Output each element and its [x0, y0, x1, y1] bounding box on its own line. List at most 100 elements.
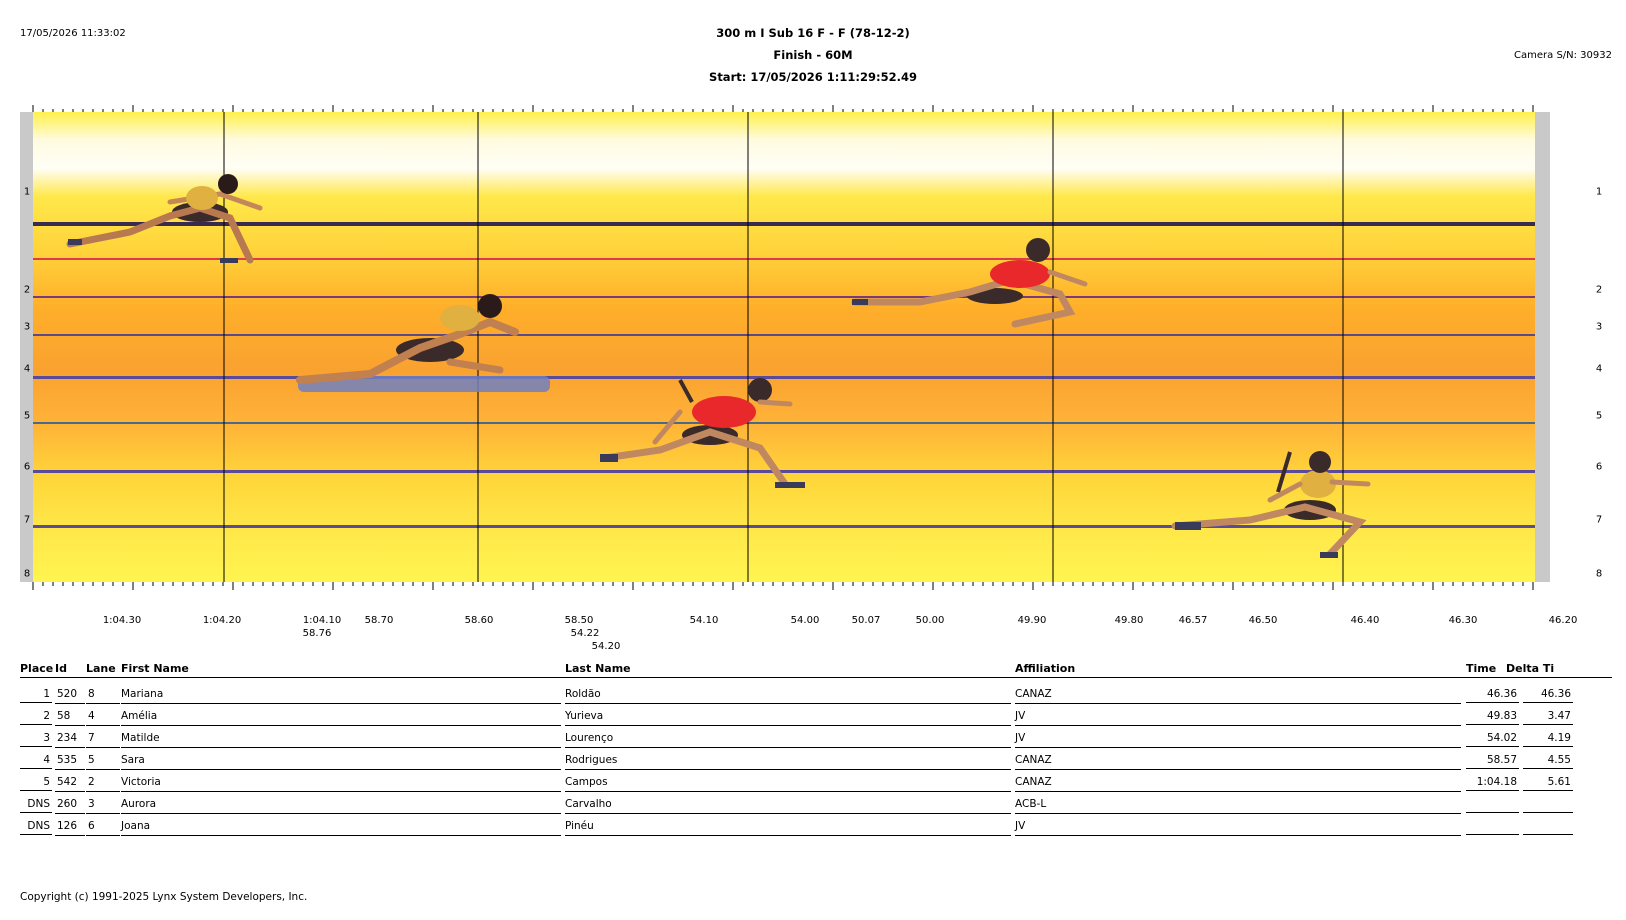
event-title: 300 m I Sub 16 F - F (78-12-2) — [716, 26, 910, 40]
time-label: 46.50 — [1248, 615, 1278, 626]
track-background — [33, 112, 1535, 582]
cell-last: Rodrigues — [565, 752, 1011, 770]
table-row: 2 58 4 Amélia Yurieva JV 49.83 3.47 — [20, 708, 1612, 730]
cell-time: 54.02 — [1466, 730, 1519, 747]
cell-last: Carvalho — [565, 796, 1011, 814]
lane-label-right-5: 5 — [1595, 410, 1603, 422]
cell-id: 234 — [55, 730, 85, 748]
photo-finish-image — [20, 112, 1606, 605]
table-row: DNS 126 6 Joana Pinéu JV — [20, 818, 1612, 840]
table-row: 1 520 8 Mariana Roldão CANAZ 46.36 46.36 — [20, 686, 1612, 708]
table-row: DNS 260 3 Aurora Carvalho ACB-L — [20, 796, 1612, 818]
cell-delta — [1523, 818, 1573, 835]
time-label: 49.80 — [1114, 615, 1144, 626]
lane-label-left-7: 7 — [23, 514, 31, 526]
lane-label-left-6: 6 — [23, 461, 31, 473]
header-delta-time: Delta Ti — [1506, 662, 1555, 675]
cell-delta — [1523, 796, 1573, 813]
time-label: 46.57 — [1178, 615, 1208, 626]
time-label: 58.60 — [464, 615, 494, 626]
time-label: 1:04.10 — [302, 615, 342, 626]
runner-lane-8 — [1171, 451, 1371, 558]
lane-label-right-6: 6 — [1595, 461, 1603, 473]
table-header: Place Id Lane First Name Last Name Affil… — [20, 660, 1612, 682]
bottom-tick-ruler — [32, 582, 1534, 590]
cell-lane: 7 — [86, 730, 120, 748]
cell-place: 2 — [20, 708, 52, 725]
cell-place: DNS — [20, 796, 52, 813]
start-label: Start: 17/05/2026 1:11:29:52.49 — [709, 70, 917, 84]
cell-id: 126 — [55, 818, 85, 836]
cell-place: 3 — [20, 730, 52, 747]
cell-time: 1:04.18 — [1466, 774, 1519, 791]
runner-lane-2 — [851, 238, 1088, 328]
table-row: 4 535 5 Sara Rodrigues CANAZ 58.57 4.55 — [20, 752, 1612, 774]
lane-label-right-2: 2 — [1595, 284, 1603, 296]
time-label: 58.70 — [364, 615, 394, 626]
lane-label-left-4: 4 — [23, 363, 31, 375]
cell-affiliation: JV — [1015, 818, 1461, 836]
runner-lane-4 — [296, 294, 550, 392]
cell-time: 49.83 — [1466, 708, 1519, 725]
table-row: 3 234 7 Matilde Lourenço JV 54.02 4.19 — [20, 730, 1612, 752]
cell-delta: 46.36 — [1523, 686, 1573, 703]
right-lane-panel — [1535, 112, 1550, 582]
cell-lane: 2 — [86, 774, 120, 792]
cell-first: Joana — [121, 818, 561, 836]
cell-first: Matilde — [121, 730, 561, 748]
time-label: 50.00 — [915, 615, 945, 626]
cell-affiliation: CANAZ — [1015, 686, 1461, 704]
time-label: 58.76 — [302, 628, 332, 639]
top-tick-ruler — [32, 105, 1534, 112]
finish-label: Finish - 60M — [773, 48, 853, 62]
table-row: 5 542 2 Victoria Campos CANAZ 1:04.18 5.61 — [20, 774, 1612, 796]
cell-affiliation: CANAZ — [1015, 774, 1461, 792]
cell-place: DNS — [20, 818, 52, 835]
cell-affiliation: ACB-L — [1015, 796, 1461, 814]
cell-time — [1466, 796, 1519, 813]
header-affiliation: Affiliation — [1015, 662, 1076, 675]
time-label: 58.50 — [564, 615, 594, 626]
lane-label-left-8: 8 — [23, 568, 31, 580]
header-id: Id — [55, 662, 67, 675]
lane-lines — [33, 222, 1535, 528]
lane-label-left-2: 2 — [23, 284, 31, 296]
cell-first: Sara — [121, 752, 561, 770]
lane-label-right-7: 7 — [1595, 514, 1603, 526]
cell-lane: 5 — [86, 752, 120, 770]
cell-id: 520 — [55, 686, 85, 704]
cell-affiliation: JV — [1015, 730, 1461, 748]
cell-id: 260 — [55, 796, 85, 814]
cell-affiliation: JV — [1015, 708, 1461, 726]
cell-lane: 6 — [86, 818, 120, 836]
cell-id: 542 — [55, 774, 85, 792]
lane-label-right-8: 8 — [1595, 568, 1603, 580]
header-first-name: First Name — [121, 662, 189, 675]
cell-lane: 4 — [86, 708, 120, 726]
time-label: 46.30 — [1448, 615, 1478, 626]
cell-delta: 4.19 — [1523, 730, 1573, 747]
cell-last: Roldão — [565, 686, 1011, 704]
cell-delta: 4.55 — [1523, 752, 1573, 769]
cell-delta: 3.47 — [1523, 708, 1573, 725]
cell-first: Amélia — [121, 708, 561, 726]
cell-place: 1 — [20, 686, 52, 703]
cell-affiliation: CANAZ — [1015, 752, 1461, 770]
header-lane: Lane — [86, 662, 116, 675]
cell-last: Campos — [565, 774, 1011, 792]
lane-label-left-5: 5 — [23, 410, 31, 422]
time-label: 46.20 — [1548, 615, 1578, 626]
cell-first: Victoria — [121, 774, 561, 792]
time-label: 54.22 — [570, 628, 600, 639]
cell-time: 58.57 — [1466, 752, 1519, 769]
time-label: 54.10 — [689, 615, 719, 626]
time-label: 54.20 — [591, 641, 621, 652]
cell-time: 46.36 — [1466, 686, 1519, 703]
runner-lane-6 — [600, 378, 805, 488]
time-label: 49.90 — [1017, 615, 1047, 626]
cell-time — [1466, 818, 1519, 835]
time-label: 1:04.20 — [202, 615, 242, 626]
cell-last: Yurieva — [565, 708, 1011, 726]
time-label: 1:04.30 — [102, 615, 142, 626]
cell-lane: 3 — [86, 796, 120, 814]
